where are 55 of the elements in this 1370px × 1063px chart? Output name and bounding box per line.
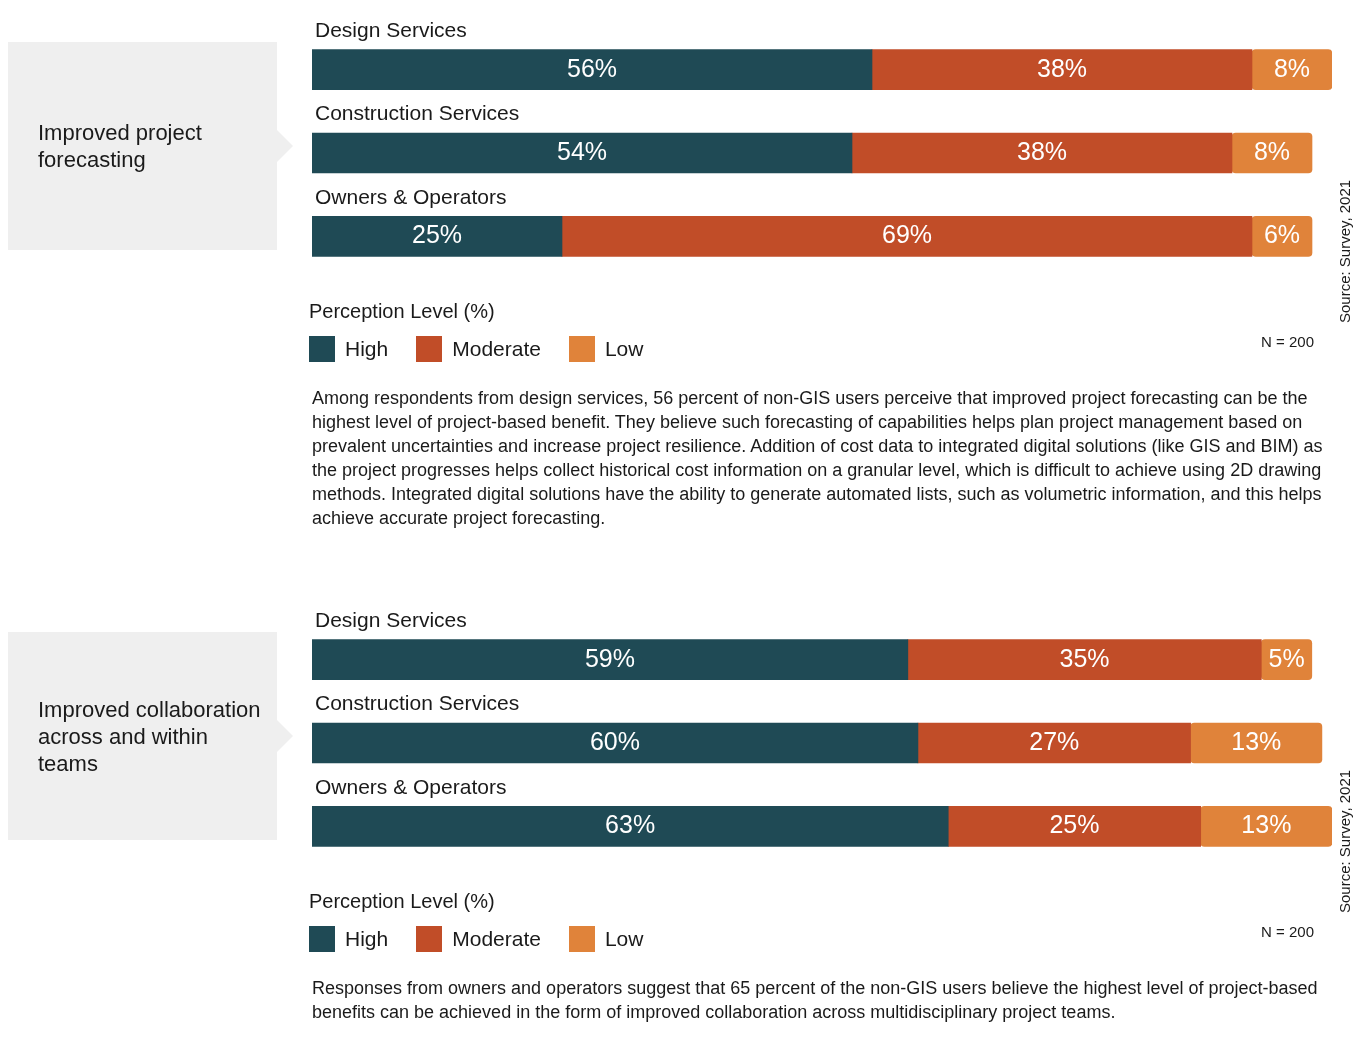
bar: [1200, 806, 1332, 847]
text: Responses from owners and operators suggest that 65 percent of the non-GIS users believe the highest level of project-based benefits can be achieved in the form of improved collaboration across multidisciplinary project teams.: [312, 977, 1319, 1024]
legend-label: Moderate: [452, 337, 541, 361]
data-label: 38%: [1016, 136, 1068, 165]
data-label: 56%: [566, 53, 618, 82]
text: N = 200: [1261, 333, 1314, 350]
data-label: 25%: [1049, 810, 1100, 839]
data-label: 69%: [881, 220, 933, 249]
legend-title: Perception Level (%): [309, 890, 495, 913]
bar: [871, 49, 1253, 90]
legend-label: High: [345, 337, 389, 361]
text: Improved collaboration across and within teams: [38, 695, 262, 777]
y-tick-label: Construction Services: [315, 691, 520, 715]
bar: [1190, 722, 1323, 764]
data-label: 8%: [1253, 136, 1291, 165]
data-label: 5%: [1268, 643, 1305, 672]
bar: [561, 216, 1253, 257]
bar: [851, 132, 1233, 174]
data-label: 60%: [589, 726, 640, 755]
data-label: 59%: [584, 643, 635, 672]
text: N = 200: [1261, 923, 1314, 940]
data-label: 13%: [1231, 726, 1282, 755]
legend-label: Low: [604, 927, 644, 951]
bar: [312, 132, 853, 174]
bar: [1251, 49, 1332, 90]
data-label: 13%: [1241, 810, 1292, 839]
bar: [312, 49, 873, 90]
y-tick-label: Owners & Operators: [315, 774, 507, 798]
data-label: 54%: [556, 136, 608, 165]
legend-title: Perception Level (%): [309, 300, 495, 323]
data-label: 35%: [1059, 643, 1110, 672]
y-tick-label: Construction Services: [315, 101, 520, 125]
legend-label: Low: [604, 337, 644, 361]
y-tick-label: Design Services: [315, 607, 467, 631]
data-label: 27%: [1029, 726, 1080, 755]
bar: [312, 216, 563, 257]
data-label: 63%: [605, 810, 656, 839]
source-note: Source: Survey, 2021: [1336, 178, 1353, 323]
bar: [947, 806, 1202, 847]
bar: [907, 639, 1262, 680]
legend-label: Moderate: [452, 927, 541, 951]
bar: [917, 722, 1191, 764]
y-tick-label: Design Services: [315, 17, 467, 41]
legend-label: High: [345, 927, 389, 951]
data-label: 38%: [1036, 53, 1088, 82]
bar: [312, 806, 949, 847]
data-label: 6%: [1263, 220, 1301, 249]
y-tick-label: Owners & Operators: [315, 184, 507, 208]
text: Among respondents from design services, 56 percent of non-GIS users perceive that improved project forecasting can be the highest level of project-based benefit. They believe such forecasting of capabilities helps plan project management based on prevalent uncertainties and increase project resilience. Addition of cost data to integrated digital solutions (like GIS and BIM) as the project progresses helps collect historical cost information on a granular level, which is difficult to achieve using 2D drawing methods. Integrated digital solutions have the ability to generate automated lists, such as volumetric information, and this helps achieve accurate project forecasting.: [312, 387, 1324, 530]
data-label: 25%: [411, 220, 463, 249]
text: Improved project forecasting: [38, 119, 203, 173]
bar: [312, 722, 919, 764]
source-note: Source: Survey, 2021: [1336, 768, 1353, 913]
data-label: 8%: [1273, 53, 1311, 82]
bar: [312, 639, 909, 680]
